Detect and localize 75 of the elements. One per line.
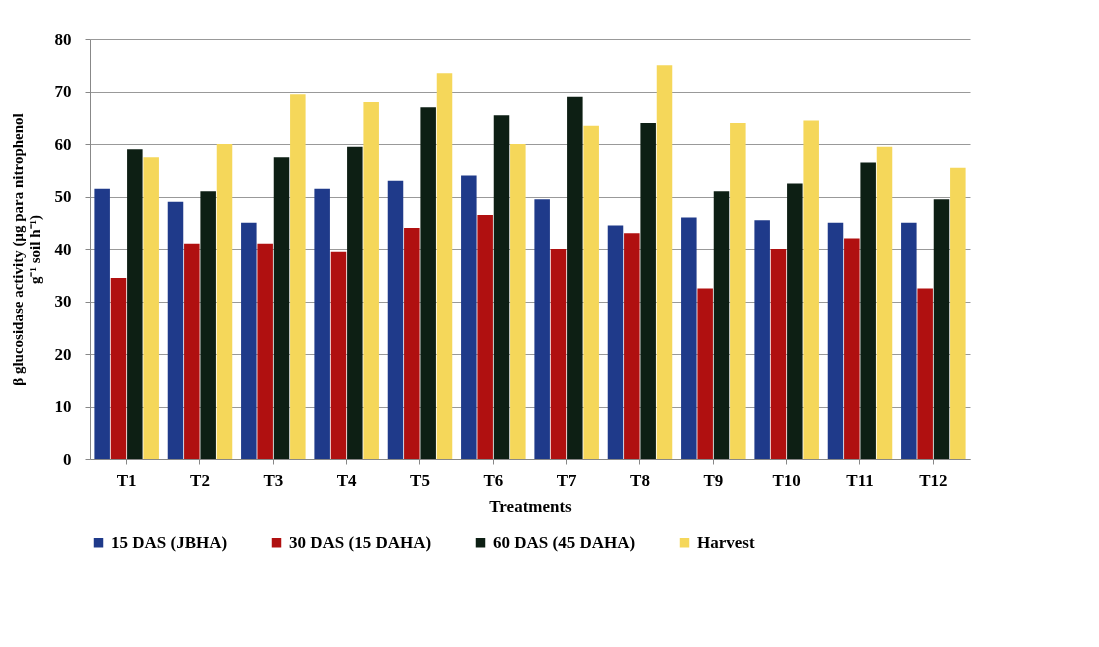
legend-label: 30 DAS (15 DAHA) (289, 532, 432, 552)
bar (550, 249, 567, 459)
bar (803, 120, 819, 459)
x-tick-label: T12 (919, 470, 948, 490)
bar (290, 94, 306, 459)
bar (640, 123, 656, 459)
x-tick-label: T7 (556, 470, 578, 490)
bar (567, 96, 583, 459)
bar (330, 251, 347, 459)
x-tick-label: T6 (483, 470, 504, 490)
bar (844, 238, 860, 459)
bar (94, 188, 110, 459)
y-axis-title: β glucosidase activity (µg para nitrophenol g⁻¹ soil h⁻¹) (9, 113, 44, 386)
legend-label: 15 DAS (JBHA) (111, 532, 228, 552)
bar (404, 228, 420, 459)
bar (917, 288, 933, 459)
bar (607, 225, 624, 459)
bar (730, 123, 746, 459)
y-tick-label: 20 (54, 344, 72, 364)
bar (697, 288, 713, 459)
bar (754, 220, 770, 459)
y-tick-label: 50 (54, 187, 72, 206)
bar (787, 183, 803, 459)
y-tick-label: 80 (54, 29, 72, 49)
bar (127, 149, 143, 459)
x-axis-title: Treatments (489, 496, 573, 516)
x-tick-label: T2 (190, 470, 210, 490)
bar (420, 107, 436, 459)
bar (461, 175, 477, 459)
bar (387, 180, 404, 459)
bar (681, 217, 697, 459)
y-tick-label: 60 (54, 134, 72, 154)
x-tick-label: T8 (630, 470, 650, 490)
legend-label: 60 DAS (45 DAHA) (493, 532, 636, 552)
bar (216, 144, 233, 459)
bar (184, 243, 200, 459)
bar (143, 157, 159, 459)
bar (110, 277, 127, 459)
x-tick-label: T5 (410, 470, 430, 490)
x-tick-label: T9 (703, 470, 724, 490)
bar (583, 125, 599, 459)
y-tick-label: 10 (54, 397, 72, 416)
bar (347, 146, 363, 459)
bar (257, 243, 273, 459)
x-tick-label: T11 (846, 470, 874, 490)
x-tick-label: T10 (772, 470, 801, 490)
x-tick-label: T4 (336, 470, 358, 490)
bar (436, 73, 453, 459)
bar (534, 199, 550, 459)
bar (493, 115, 510, 459)
bar (770, 249, 787, 459)
bar (933, 199, 950, 459)
bar (167, 201, 184, 459)
y-tick-label: 70 (54, 82, 72, 101)
y-tick-label: 0 (63, 449, 72, 469)
bar (624, 233, 640, 459)
bar (477, 214, 493, 459)
y-tick-label: 40 (54, 239, 72, 259)
bar (200, 191, 216, 459)
x-tick-label: T3 (263, 470, 284, 490)
legend-label: Harvest (697, 532, 755, 552)
bar (510, 144, 526, 459)
bar (901, 222, 917, 459)
x-tick-label: T1 (116, 470, 137, 490)
bar (314, 188, 330, 459)
bar (876, 146, 893, 459)
y-tick-label: 30 (54, 292, 72, 311)
bar (827, 222, 844, 459)
bar (273, 157, 290, 459)
bar (241, 222, 257, 459)
bar (713, 191, 730, 459)
bar (363, 102, 379, 459)
bar (860, 162, 876, 459)
bar (656, 65, 673, 459)
bar (950, 167, 966, 459)
